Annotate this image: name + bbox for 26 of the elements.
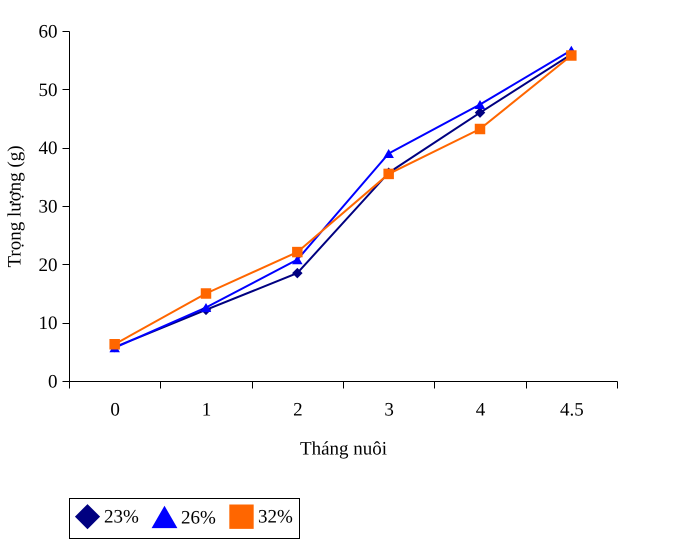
y-axis-title: Trọng lượng (g) xyxy=(4,145,26,268)
point xyxy=(200,288,212,299)
y-tick-label: 20 xyxy=(38,254,58,276)
y-tick-label: 50 xyxy=(38,80,58,101)
point xyxy=(474,124,486,134)
point xyxy=(383,148,394,158)
point xyxy=(200,302,212,312)
y-tick-label: 60 xyxy=(38,22,58,42)
point xyxy=(474,100,486,110)
x-tick-label: 3 xyxy=(384,400,394,420)
x-tick-label: 0 xyxy=(110,400,120,420)
point xyxy=(292,268,303,278)
legend-label: 32% xyxy=(258,506,293,528)
y-tick-label: 0 xyxy=(48,372,58,392)
point xyxy=(292,246,303,258)
x-tick-label: 4 xyxy=(476,400,486,420)
point xyxy=(109,339,120,350)
y-tick-label: 10 xyxy=(38,313,58,334)
x-axis-title: Tháng nuôi xyxy=(300,438,388,460)
legend-label: 26% xyxy=(181,507,216,528)
y-tick-label: 30 xyxy=(38,196,58,218)
x-tick-label: 2 xyxy=(293,400,303,420)
x-tick-label: 1 xyxy=(202,400,212,420)
legend-label: 23% xyxy=(104,506,139,528)
x-tick-label: 4.5 xyxy=(560,400,584,420)
y-tick-label: 40 xyxy=(38,138,58,160)
